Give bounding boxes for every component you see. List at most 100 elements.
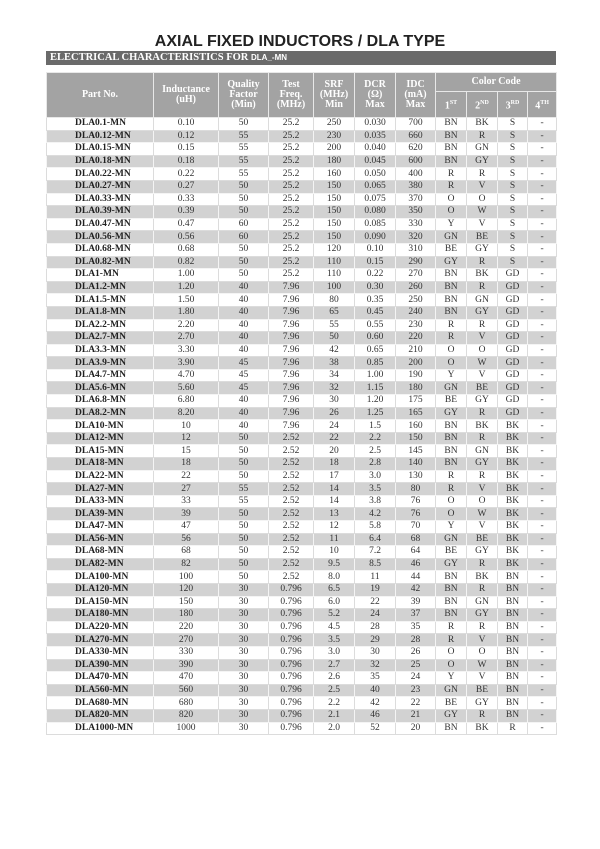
cell-test-freq: 2.52 <box>268 431 314 446</box>
cell-test-freq: 7.96 <box>268 406 314 421</box>
cell-dcr: 0.065 <box>354 179 396 194</box>
cell-inductance: 0.33 <box>153 192 219 207</box>
cell-band-2: R <box>466 557 498 572</box>
cell-idc: 76 <box>395 507 436 521</box>
cell-band-1: Y <box>435 217 467 232</box>
cell-band-1: BN <box>435 595 467 610</box>
cell-band-4: - <box>526 683 558 698</box>
header-dcr: DCR (Ω) Max <box>354 72 396 118</box>
cell-srf: 14 <box>313 494 355 509</box>
cell-idc: 230 <box>395 318 436 333</box>
cell-band-3: GD <box>497 381 528 396</box>
cell-quality-factor: 50 <box>218 205 269 219</box>
cell-quality-factor: 30 <box>218 696 269 710</box>
cell-test-freq: 2.52 <box>268 507 314 521</box>
cell-test-freq: 0.796 <box>268 721 314 736</box>
section-banner: ELECTRICAL CHARACTERISTICS FOR DLA_-MN <box>46 51 556 65</box>
table-row: DLA5.6-MN 5.60 45 7.96 32 1.15 180 GN BE GD - <box>46 381 558 396</box>
cell-band-1: BN <box>435 280 467 295</box>
cell-srf: 250 <box>313 117 355 131</box>
cell-band-4: - <box>526 242 558 257</box>
cell-idc: 76 <box>395 494 436 509</box>
cell-idc: 46 <box>395 557 436 572</box>
cell-inductance: 18 <box>153 457 219 471</box>
cell-inductance: 1000 <box>153 721 219 736</box>
cell-inductance: 12 <box>153 431 219 446</box>
cell-part-no: DLA0.39-MN <box>46 205 154 219</box>
cell-dcr: 1.20 <box>354 394 396 408</box>
cell-dcr: 42 <box>354 696 396 710</box>
cell-band-4: - <box>526 205 558 219</box>
cell-inductance: 1.20 <box>153 280 219 295</box>
cell-idc: 240 <box>395 305 436 320</box>
cell-test-freq: 0.796 <box>268 708 314 723</box>
cell-srf: 200 <box>313 142 355 156</box>
cell-band-2: GN <box>466 293 498 307</box>
cell-band-3: GD <box>497 394 528 408</box>
cell-dcr: 32 <box>354 658 396 673</box>
cell-quality-factor: 55 <box>218 129 269 144</box>
cell-dcr: 0.22 <box>354 268 396 282</box>
table-row: DLA12-MN 12 50 2.52 22 2.2 150 BN R BK - <box>46 431 558 446</box>
cell-band-4: - <box>526 696 558 710</box>
cell-idc: 160 <box>395 419 436 433</box>
cell-part-no: DLA100-MN <box>46 570 154 584</box>
cell-band-2: GY <box>466 305 498 320</box>
cell-band-1: R <box>435 469 467 484</box>
cell-band-3: GD <box>497 368 528 383</box>
table-row: DLA560-MN 560 30 0.796 2.5 40 23 GN BE BN - <box>46 683 558 698</box>
cell-part-no: DLA82-MN <box>46 557 154 572</box>
cell-idc: 200 <box>395 356 436 370</box>
cell-inductance: 82 <box>153 557 219 572</box>
cell-band-4: - <box>526 293 558 307</box>
cell-quality-factor: 30 <box>218 721 269 736</box>
cell-quality-factor: 55 <box>218 482 269 496</box>
cell-test-freq: 7.96 <box>268 394 314 408</box>
cell-band-3: BK <box>497 482 528 496</box>
cell-test-freq: 25.2 <box>268 192 314 207</box>
table-row: DLA0.22-MN 0.22 55 25.2 160 0.050 400 R R S - <box>46 167 558 181</box>
cell-inductance: 470 <box>153 671 219 685</box>
cell-inductance: 5.60 <box>153 381 219 396</box>
cell-dcr: 30 <box>354 645 396 660</box>
cell-part-no: DLA1.5-MN <box>46 293 154 307</box>
cell-test-freq: 25.2 <box>268 230 314 244</box>
cell-band-2: W <box>466 356 498 370</box>
cell-quality-factor: 55 <box>218 154 269 169</box>
cell-band-2: V <box>466 368 498 383</box>
cell-part-no: DLA330-MN <box>46 645 154 660</box>
cell-dcr: 0.10 <box>354 242 396 257</box>
cell-idc: 370 <box>395 192 436 207</box>
cell-srf: 2.7 <box>313 658 355 673</box>
cell-dcr: 0.85 <box>354 356 396 370</box>
cell-band-2: V <box>466 633 498 647</box>
cell-idc: 210 <box>395 343 436 358</box>
cell-idc: 37 <box>395 608 436 622</box>
cell-band-4: - <box>526 457 558 471</box>
cell-inductance: 270 <box>153 633 219 647</box>
cell-band-2: GN <box>466 142 498 156</box>
cell-band-2: O <box>466 645 498 660</box>
cell-test-freq: 25.2 <box>268 268 314 282</box>
cell-band-2: R <box>466 129 498 144</box>
cell-band-1: R <box>435 179 467 194</box>
cell-dcr: 0.35 <box>354 293 396 307</box>
cell-band-3: GD <box>497 318 528 333</box>
cell-idc: 350 <box>395 205 436 219</box>
cell-quality-factor: 40 <box>218 394 269 408</box>
cell-band-3: BK <box>497 557 528 572</box>
cell-band-4: - <box>526 179 558 194</box>
cell-band-4: - <box>526 582 558 597</box>
cell-quality-factor: 50 <box>218 570 269 584</box>
cell-band-1: BN <box>435 305 467 320</box>
cell-inductance: 2.20 <box>153 318 219 333</box>
cell-quality-factor: 50 <box>218 532 269 547</box>
cell-band-3: S <box>497 255 528 270</box>
cell-band-1: GY <box>435 708 467 723</box>
cell-band-2: R <box>466 167 498 181</box>
cell-band-1: BN <box>435 570 467 584</box>
cell-band-2: O <box>466 343 498 358</box>
table-row: DLA10-MN 10 40 7.96 24 1.5 160 BN BK BK - <box>46 419 558 433</box>
cell-inductance: 6.80 <box>153 394 219 408</box>
cell-band-4: - <box>526 721 558 736</box>
